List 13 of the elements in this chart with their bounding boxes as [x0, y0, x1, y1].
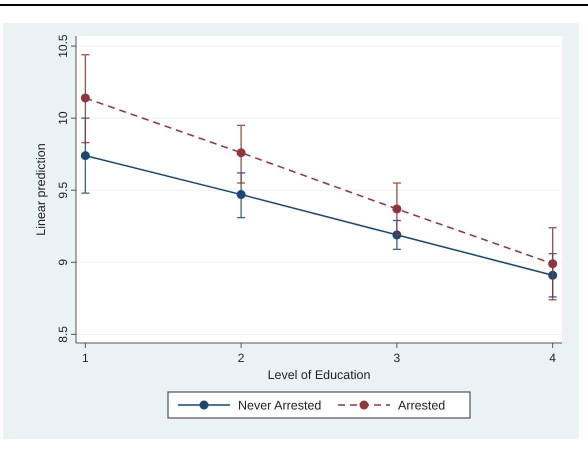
x-tick-label: 3 — [394, 351, 401, 365]
y-tick-label: 8.5 — [56, 326, 70, 343]
legend-label: Never Arrested — [238, 398, 322, 412]
y-tick-label: 9 — [56, 258, 70, 266]
x-axis-title: Level of Education — [268, 368, 370, 382]
x-tick-label: 2 — [238, 351, 245, 365]
x-tick-label: 4 — [549, 351, 556, 365]
y-tick-label: 9.5 — [56, 182, 70, 199]
x-tick-label: 1 — [82, 351, 89, 365]
legend-label: Arrested — [398, 398, 446, 412]
y-tick-label: 10.5 — [56, 34, 70, 58]
y-tick-label: 10 — [56, 111, 70, 125]
y-axis-title: Linear prediction — [34, 143, 48, 236]
